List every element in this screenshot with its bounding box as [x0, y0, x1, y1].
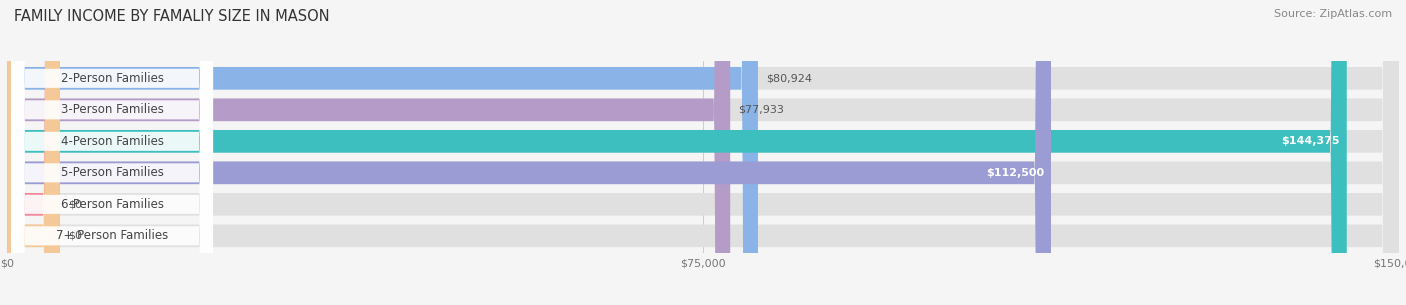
FancyBboxPatch shape	[11, 0, 214, 305]
Text: $144,375: $144,375	[1281, 136, 1340, 146]
FancyBboxPatch shape	[11, 0, 214, 305]
FancyBboxPatch shape	[7, 0, 1399, 305]
Text: FAMILY INCOME BY FAMALIY SIZE IN MASON: FAMILY INCOME BY FAMALIY SIZE IN MASON	[14, 9, 329, 24]
FancyBboxPatch shape	[7, 0, 1347, 305]
Text: $0: $0	[69, 199, 83, 209]
FancyBboxPatch shape	[7, 0, 1399, 305]
Text: Source: ZipAtlas.com: Source: ZipAtlas.com	[1274, 9, 1392, 19]
FancyBboxPatch shape	[7, 0, 1399, 305]
Text: $80,924: $80,924	[766, 73, 813, 83]
FancyBboxPatch shape	[7, 0, 60, 305]
FancyBboxPatch shape	[7, 0, 1052, 305]
FancyBboxPatch shape	[7, 0, 1399, 305]
Text: $112,500: $112,500	[986, 168, 1045, 178]
FancyBboxPatch shape	[7, 0, 730, 305]
Text: 2-Person Families: 2-Person Families	[60, 72, 163, 85]
FancyBboxPatch shape	[7, 0, 1399, 305]
Text: $77,933: $77,933	[738, 105, 785, 115]
Text: 6-Person Families: 6-Person Families	[60, 198, 163, 211]
FancyBboxPatch shape	[11, 0, 214, 305]
FancyBboxPatch shape	[7, 0, 1399, 305]
FancyBboxPatch shape	[11, 0, 214, 305]
Text: $0: $0	[69, 231, 83, 241]
FancyBboxPatch shape	[11, 0, 214, 305]
FancyBboxPatch shape	[11, 0, 214, 305]
Text: 5-Person Families: 5-Person Families	[60, 166, 163, 179]
FancyBboxPatch shape	[7, 0, 758, 305]
Text: 3-Person Families: 3-Person Families	[60, 103, 163, 116]
FancyBboxPatch shape	[7, 0, 60, 305]
Text: 7+ Person Families: 7+ Person Families	[56, 229, 169, 242]
Text: 4-Person Families: 4-Person Families	[60, 135, 163, 148]
